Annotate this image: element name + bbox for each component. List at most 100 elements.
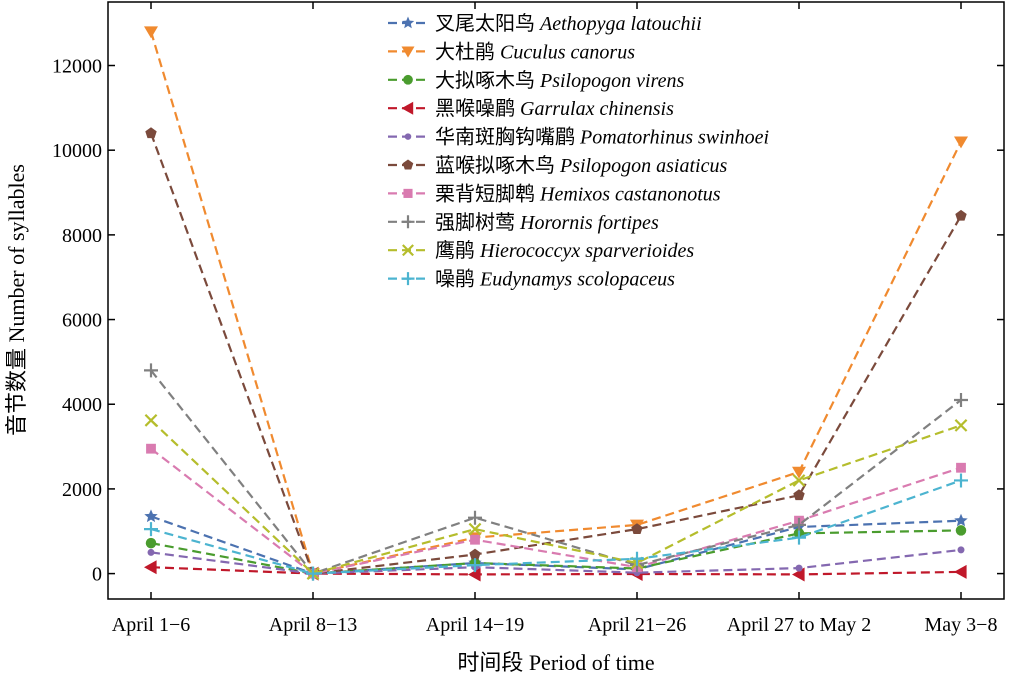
data-point [145, 127, 157, 139]
legend-label-cn: 强脚树莺 [435, 211, 520, 234]
series-horornis-fortipes [144, 363, 968, 581]
data-point [401, 101, 414, 115]
legend-label-latin: Psilopogon asiaticus [559, 155, 727, 177]
legend-label-cn: 大杜鹃 [435, 40, 500, 63]
data-point [630, 551, 644, 566]
legend-label-latin: Garrulax chinensis [520, 98, 674, 120]
data-point [306, 566, 320, 581]
series-layer [144, 26, 968, 582]
plot-frame [107, 1, 1005, 600]
data-point [795, 564, 803, 572]
x-tick-label: May 3−8 [925, 614, 998, 636]
legend-label: 黑喉噪鹛 Garrulax chinensis [435, 97, 674, 120]
legend-item: 噪鹃 Eudynamys scolopaceus [388, 268, 675, 291]
y-tick-label: 0 [92, 564, 102, 586]
legend-label: 叉尾太阳鸟 Aethopyga latouchii [435, 12, 702, 35]
data-point [954, 473, 968, 488]
legend-label: 强脚树莺 Horornis fortipes [435, 211, 659, 234]
data-point [954, 393, 968, 407]
data-point [792, 567, 805, 582]
x-tick-label: April 14−19 [426, 614, 525, 636]
legend-label-cn: 大拟啄木鸟 [435, 69, 540, 92]
series-line [150, 419, 962, 575]
data-point [403, 74, 413, 85]
x-tick-label: April 8−13 [269, 614, 358, 636]
data-point [955, 209, 967, 221]
series-line [150, 548, 962, 575]
data-point [468, 567, 481, 582]
y-tick-label: 2000 [62, 479, 102, 501]
legend-item: 栗背短脚鹎 Hemixos castanonotus [388, 182, 721, 205]
legend-label-cn: 噪鹃 [435, 268, 480, 291]
data-point [147, 548, 155, 556]
data-point [954, 419, 968, 432]
series-line [150, 447, 962, 575]
data-point [404, 133, 412, 140]
data-point [144, 413, 158, 427]
legend-item: 大拟啄木鸟 Psilopogon virens [388, 69, 684, 92]
legend-item: 华南斑胸钩嘴鹛 Pomatorhinus swinhoei [388, 126, 769, 149]
data-point [792, 474, 806, 487]
x-tick-label: April 1−6 [112, 614, 191, 636]
data-point [956, 462, 966, 473]
data-point [401, 215, 415, 229]
y-tick-label: 4000 [62, 394, 102, 416]
data-point [468, 510, 482, 525]
data-point [954, 513, 968, 527]
legend-label-cn: 栗背短脚鹎 [435, 182, 540, 205]
data-point [470, 534, 480, 545]
data-point [145, 537, 157, 549]
data-point [792, 466, 806, 479]
legend-label: 鹰鹃 Hierococcyx sparverioides [435, 239, 694, 262]
legend-label: 华南斑胸钩嘴鹛 Pomatorhinus swinhoei [435, 126, 769, 149]
series-eudynamys-scolopaceus [144, 473, 968, 581]
data-point [144, 363, 158, 378]
data-point [468, 558, 482, 573]
data-point [402, 244, 414, 257]
data-point [144, 509, 158, 523]
series-line [150, 566, 962, 576]
series-line [150, 515, 962, 575]
legend-item: 黑喉噪鹛 Garrulax chinensis [388, 97, 674, 120]
data-point [957, 546, 965, 554]
legend-label-latin: Cuculus canorus [500, 41, 635, 63]
legend-label-latin: Hierococcyx sparverioides [479, 240, 694, 262]
legend-label: 蓝喉拟啄木鸟 Psilopogon asiaticus [435, 154, 727, 177]
legend-label-latin: Eudynamys scolopaceus [479, 269, 675, 291]
data-point [955, 525, 967, 536]
series-line [149, 132, 962, 575]
series-line [149, 31, 962, 575]
series-hemixos-castanonotus [146, 443, 966, 579]
legend-item: 蓝喉拟啄木鸟 Psilopogon asiaticus [388, 154, 727, 177]
y-axis-title: 音节数量 Number of syllables [4, 164, 29, 436]
legend-label-cn: 华南斑胸钩嘴鹛 [435, 126, 580, 149]
legend-item: 强脚树莺 Horornis fortipes [388, 211, 659, 234]
series-line [150, 529, 962, 575]
data-point [402, 159, 414, 170]
series-psilopogon-asiaticus [145, 127, 967, 579]
legend-label-latin: Aethopyga latouchii [538, 13, 702, 35]
data-point [954, 136, 968, 149]
legend-item: 大杜鹃 Cuculus canorus [388, 40, 635, 63]
x-axis: April 1−6 April 8−13 April 14−19 April 21−2… [112, 2, 998, 636]
legend-label: 大拟啄木鸟 Psilopogon virens [435, 69, 684, 92]
y-tick-label: 12000 [52, 56, 102, 78]
legend-item: 叉尾太阳鸟 Aethopyga latouchii [388, 12, 702, 35]
x-tick-label: April 27 to May 2 [727, 614, 871, 636]
legend-label: 栗背短脚鹎 Hemixos castanonotus [435, 182, 721, 205]
legend-label-cn: 黑喉噪鹛 [435, 97, 520, 120]
legend-label-cn: 蓝喉拟啄木鸟 [435, 154, 560, 177]
legend-label-latin: Psilopogon virens [539, 70, 684, 92]
data-point [401, 272, 415, 286]
data-point [792, 530, 806, 545]
series-aethopyga-latouchii [144, 509, 968, 580]
data-point [631, 523, 643, 534]
legend-label-latin: Pomatorhinus swinhoei [579, 127, 769, 149]
legend-label-cn: 叉尾太阳鸟 [435, 12, 540, 35]
data-point [144, 26, 158, 39]
x-axis-title: 时间段 Period of time [457, 650, 654, 675]
data-point [403, 188, 413, 198]
legend-label: 噪鹃 Eudynamys scolopaceus [435, 268, 675, 291]
data-point [401, 16, 415, 29]
